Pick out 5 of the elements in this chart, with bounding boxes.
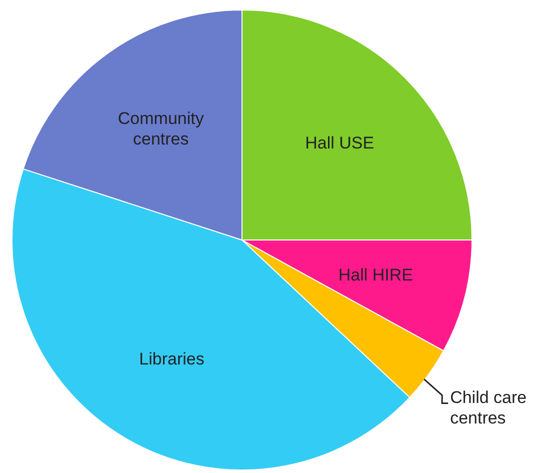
slice-label: Hall USE <box>305 133 374 152</box>
slice-label: Libraries <box>139 350 204 369</box>
slice-label: Community centres <box>118 109 204 149</box>
slice-label: Child care centres <box>450 388 527 428</box>
slice-label: Hall HIRE <box>338 265 413 284</box>
